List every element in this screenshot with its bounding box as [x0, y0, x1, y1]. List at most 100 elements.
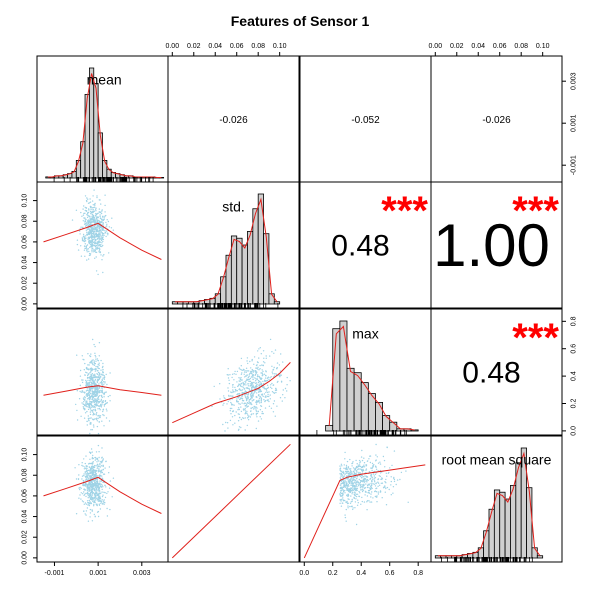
hist-bar-3-17	[526, 487, 533, 559]
y-tick-label-2-4: 0.8	[571, 316, 578, 326]
scatter-panel-2-0	[43, 338, 162, 435]
x-tick-label-2-0: 0.0	[299, 570, 309, 577]
correlation-max-root mean square: 0.48	[462, 357, 520, 390]
rug-1	[182, 303, 279, 308]
x-tick-label-2-3: 0.6	[385, 570, 395, 577]
panel-2-3	[430, 308, 563, 436]
hist-bar-3-13	[504, 498, 511, 559]
rug-3	[441, 557, 533, 562]
hist-bar-0-8	[80, 141, 86, 179]
x-tick-label-3-5: 0.10	[536, 43, 550, 50]
hist-bar-0-12	[97, 132, 103, 179]
hist-bar-1-9	[220, 276, 227, 305]
x-tick-label-0-0: -0.001	[45, 570, 65, 577]
variable-label-0: mean	[87, 71, 122, 87]
chart-panels: -0.001 0.001 0.003 0.0 0.2 0.4 0.6 0.8 0.00 0.02 0…	[22, 43, 578, 577]
fit-line-3-0	[43, 476, 162, 514]
y-tick-label-2-1: 0.2	[571, 399, 578, 409]
hist-bar-0-9	[84, 94, 90, 179]
y-tick-label-2-3: 0.6	[571, 344, 578, 354]
fit-line-2-1	[172, 362, 291, 424]
scatter-panel-3-1	[171, 443, 291, 559]
x-tick-label-1-3: 0.06	[230, 43, 244, 50]
hist-bar-1-12	[236, 237, 243, 305]
hist-bar-3-19	[536, 555, 544, 559]
fit-line-3-2	[303, 464, 426, 559]
hist-bar-1-18	[268, 293, 275, 305]
x-tick-label-2-4: 0.8	[413, 570, 423, 577]
hist-bar-0-7	[75, 159, 82, 179]
y-tick-label-0-2: 0.003	[571, 72, 578, 90]
x-tick-label-1-1: 0.02	[187, 43, 201, 50]
hist-bar-2-4	[353, 372, 362, 432]
hist-bar-0-13	[102, 159, 108, 179]
significance-stars-4: ***	[512, 189, 559, 233]
x-tick-label-3-4: 0.08	[514, 43, 528, 50]
x-tick-label-2-1: 0.2	[328, 570, 338, 577]
correlation-mean-root mean square: -0.026	[482, 115, 511, 126]
x-tick-label-1-0: 0.00	[165, 43, 179, 50]
hist-bar-1-15	[252, 208, 259, 305]
hist-bar-2-12	[410, 429, 419, 432]
hist-bar-1-19	[273, 301, 281, 305]
correlation-std.-root mean square: 1.00	[433, 212, 550, 279]
panel-3-1	[167, 435, 300, 563]
hist-bar-2-0	[325, 425, 334, 432]
y-tick-label-1-1: 0.02	[22, 276, 29, 290]
hist-bar-2-1	[332, 328, 341, 432]
correlation-mean-std.: -0.026	[219, 115, 248, 126]
y-tick-label-0-0: -0.001	[571, 155, 578, 175]
x-tick-label-3-2: 0.04	[471, 43, 485, 50]
y-tick-label-1-5: 0.10	[22, 194, 29, 208]
y-tick-label-1-0: 0.00	[22, 297, 29, 311]
x-tick-label-1-2: 0.04	[208, 43, 222, 50]
density-curve-2	[328, 325, 415, 431]
correlation-mean-max: -0.052	[351, 115, 380, 126]
panel-3-2	[299, 435, 432, 563]
y-tick-label-2-0: 0.0	[571, 426, 578, 436]
hist-bar-2-5	[360, 382, 369, 432]
scatter-panel-3-2	[303, 443, 426, 559]
y-tick-label-3-0: 0.00	[22, 551, 29, 565]
y-tick-label-3-5: 0.10	[22, 448, 29, 462]
correlation-std.-max: 0.48	[331, 230, 389, 263]
fit-line-3-1	[171, 443, 291, 559]
hist-bar-2-6	[367, 393, 376, 432]
y-tick-label-3-4: 0.08	[22, 468, 29, 482]
y-tick-label-1-4: 0.08	[22, 214, 29, 228]
hist-bar-2-8	[382, 415, 391, 432]
hist-bar-1-13	[241, 244, 248, 305]
x-tick-label-3-1: 0.02	[450, 43, 464, 50]
panel-2-1	[167, 308, 300, 436]
y-tick-label-3-2: 0.04	[22, 510, 29, 524]
density-curve-3	[438, 451, 541, 557]
scatter-panel-2-1	[172, 338, 291, 432]
fit-line-2-0	[43, 385, 162, 396]
variable-label-1: std.	[222, 199, 245, 215]
y-tick-label-3-3: 0.06	[22, 489, 29, 503]
x-tick-label-3-3: 0.06	[493, 43, 507, 50]
panel-1-1	[167, 181, 300, 309]
panel-2-0	[36, 308, 169, 436]
hist-bar-1-17	[263, 233, 270, 305]
y-tick-label-3-1: 0.02	[22, 530, 29, 544]
panel-1-3	[430, 181, 563, 309]
hist-bar-1-10	[225, 254, 232, 305]
hist-bar-3-12	[499, 491, 506, 559]
x-tick-label-2-2: 0.4	[356, 570, 366, 577]
variable-label-3: root mean square	[442, 451, 552, 467]
y-tick-label-1-2: 0.04	[22, 256, 29, 270]
variable-label-2: max	[352, 326, 378, 342]
hist-bar-2-3	[346, 367, 355, 432]
panel-3-0	[36, 435, 169, 563]
fit-line-1-0	[43, 222, 162, 260]
significance-stars-3: ***	[381, 189, 428, 233]
x-tick-label-3-0: 0.00	[428, 43, 442, 50]
hist-bar-3-9	[483, 530, 490, 559]
x-tick-label-1-5: 0.10	[273, 43, 287, 50]
hist-bar-3-10	[488, 508, 495, 559]
y-tick-label-1-3: 0.06	[22, 235, 29, 249]
hist-bar-2-7	[375, 401, 383, 432]
density-curve-1	[175, 197, 278, 303]
